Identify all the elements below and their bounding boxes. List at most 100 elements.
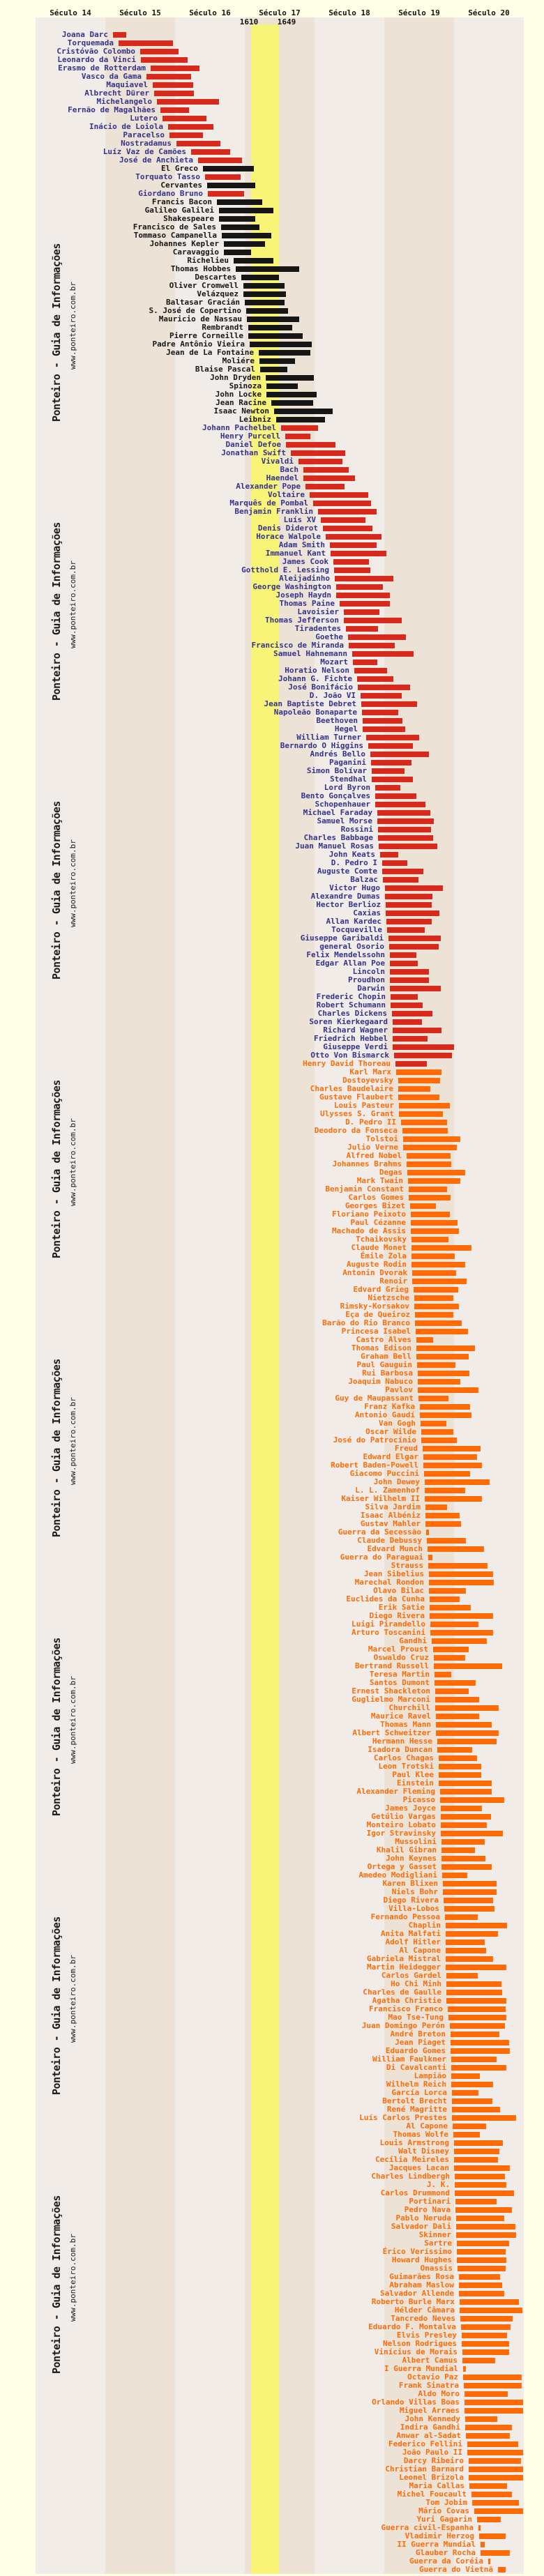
lifespan-bar <box>410 1203 436 1209</box>
person-label: Immanuel Kant <box>265 549 326 558</box>
lifespan-bar <box>421 1438 457 1443</box>
lifespan-bar <box>366 735 419 740</box>
lifespan-bar <box>383 877 418 883</box>
lifespan-bar <box>430 1622 478 1627</box>
lifespan-bar <box>418 1379 460 1385</box>
person-label: Jean Racine <box>216 398 266 407</box>
person-label: Pablo Neruda <box>395 2213 451 2223</box>
lifespan-bar <box>411 1253 455 1259</box>
lifespan-bar <box>424 1471 470 1477</box>
war-bar <box>481 2542 485 2547</box>
person-label: Samuel Hahnemann <box>273 649 347 658</box>
person-label: Louis Armstrong <box>379 2138 449 2147</box>
lifespan-bar <box>299 459 342 464</box>
person-label: Friedrich Hebbel <box>314 1034 388 1043</box>
person-label: James Joyce <box>385 1804 436 1813</box>
lifespan-bar <box>310 492 368 498</box>
lifespan-bar <box>436 1714 479 1719</box>
lifespan-bar <box>455 2174 505 2179</box>
lifespan-bar <box>371 760 411 765</box>
lifespan-bar <box>446 1948 486 1953</box>
lifespan-bar <box>236 266 299 272</box>
lifespan-bar <box>451 2065 506 2071</box>
person-label: Skinner <box>418 2230 451 2239</box>
person-label: Hélder Câmara <box>394 2306 455 2315</box>
lifespan-bar <box>420 1412 471 1418</box>
person-label: Igor Stravinsky <box>366 1829 436 1838</box>
lifespan-bar <box>467 2450 523 2455</box>
person-label: Aldo Moro <box>418 2389 460 2398</box>
person-label: Mozart <box>320 657 348 666</box>
lifespan-bar <box>385 894 432 899</box>
person-label: Thomas Jefferson <box>265 616 339 625</box>
lifespan-bar <box>469 2475 523 2480</box>
person-label: Bento Gonçalves <box>301 791 370 800</box>
lifespan-bar <box>259 350 310 356</box>
lifespan-bar <box>402 1128 448 1134</box>
person-label: Georges Bizet <box>345 1201 405 1210</box>
lifespan-bar <box>423 1463 482 1468</box>
watermark-url: www.ponteiro.com.br <box>68 1118 77 1206</box>
lifespan-bar <box>412 1279 467 1284</box>
war-bar <box>478 2525 481 2531</box>
person-label: S. José de Copertino <box>149 306 241 315</box>
person-label: Shakespeare <box>163 214 214 223</box>
lifespan-bar <box>281 425 318 431</box>
person-label: Orlando Villas Boas <box>372 2398 460 2407</box>
person-label: Diego Rivera <box>369 1611 425 1620</box>
lifespan-bar <box>460 2316 513 2322</box>
person-label: John Dryden <box>210 373 261 382</box>
person-label: El Greco <box>161 164 198 173</box>
lifespan-bar <box>451 2057 497 2062</box>
lifespan-bar <box>119 40 173 46</box>
person-label: García Lorca <box>391 2088 447 2097</box>
person-label: Mário Covas <box>418 2506 469 2515</box>
lifespan-bar <box>378 827 431 832</box>
lifespan-bar <box>416 1337 433 1343</box>
person-label: George Washington <box>252 582 331 591</box>
lifespan-bar <box>344 609 379 615</box>
person-label: Mao Tse-Tung <box>388 2013 444 2022</box>
lifespan-bar <box>454 2140 503 2146</box>
person-label: John Dewey <box>373 1477 420 1486</box>
lifespan-bar <box>464 2391 508 2397</box>
person-label: Niels Bohr <box>391 1887 438 1896</box>
lifespan-bar <box>469 2467 523 2472</box>
century-label: Século 19 <box>398 8 440 17</box>
lifespan-bar <box>403 1145 457 1150</box>
watermark-url: www.ponteiro.com.br <box>68 1676 77 1764</box>
person-label: Francisco de Sales <box>133 222 216 231</box>
lifespan-bar <box>427 1538 466 1544</box>
person-label: Mark Twain <box>356 1176 403 1185</box>
lifespan-bar <box>411 1245 471 1251</box>
person-label: Felix Mendelssohn <box>306 950 385 959</box>
person-label: Cecília Meireles <box>375 2155 449 2164</box>
lifespan-bar <box>411 1237 448 1242</box>
lifespan-bar <box>451 2073 480 2079</box>
lifespan-bar <box>446 1990 502 1995</box>
person-label: Jean Sibelius <box>363 1569 424 1578</box>
person-label: general Osorio <box>319 942 384 951</box>
lifespan-bar <box>346 626 378 632</box>
lifespan-bar <box>423 1446 481 1451</box>
person-label: Darwin <box>357 984 385 993</box>
person-label: Lord Byron <box>324 783 370 792</box>
lifespan-bar <box>457 2257 506 2263</box>
lifespan-bar <box>353 660 377 665</box>
person-label: John Keynes <box>386 1854 437 1863</box>
person-label: Baltasar Gracián <box>166 298 240 307</box>
person-label: Cervantes <box>160 181 202 190</box>
person-label: Machado de Assis <box>332 1226 406 1235</box>
person-label: Dostoyevsky <box>342 1076 393 1085</box>
person-label: Antonin Dvorak <box>342 1268 407 1277</box>
lifespan-bar <box>448 2006 506 2012</box>
person-label: Mauricio de Nassau <box>158 314 242 323</box>
lifespan-bar <box>266 392 317 397</box>
person-label: Lincoln <box>352 967 385 976</box>
person-label: Leonardo da Vinci <box>57 55 136 64</box>
person-label: Guimarães Rosa <box>389 2272 454 2281</box>
lifespan-bar <box>377 810 430 816</box>
person-label: D. João VI <box>309 691 356 700</box>
lifespan-bar <box>266 383 298 389</box>
lifespan-bar <box>414 1304 459 1309</box>
